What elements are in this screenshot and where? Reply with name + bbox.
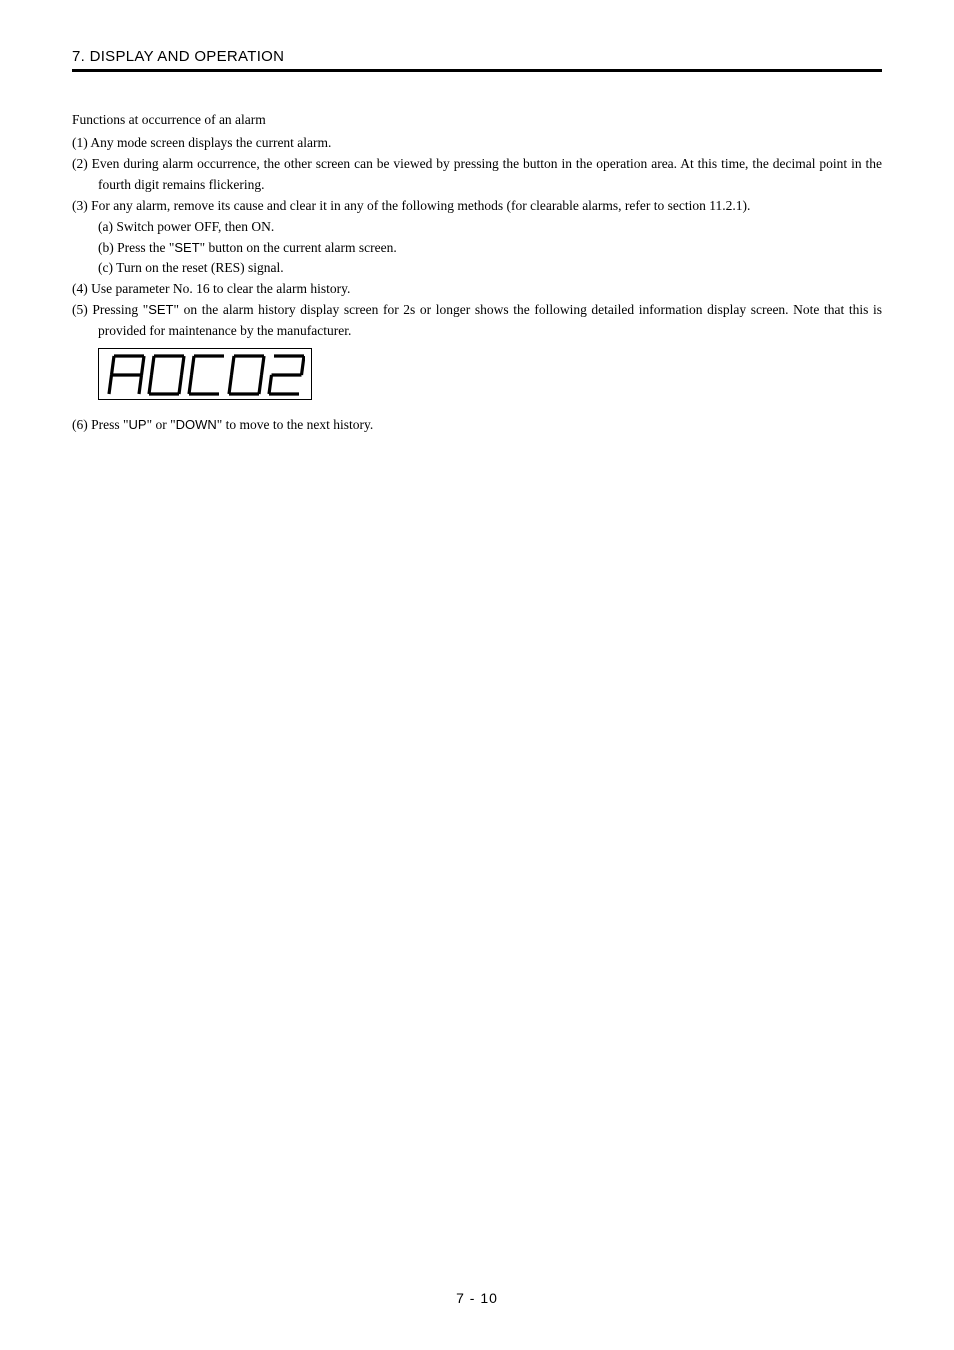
text: " button on the current alarm screen. (200, 240, 397, 255)
text: " to move to the next history. (217, 417, 374, 432)
section-header: 7. DISPLAY AND OPERATION (72, 48, 882, 72)
content-body: Functions at occurrence of an alarm (1) … (72, 110, 882, 436)
list-item-3a: (a) Switch power OFF, then ON. (72, 217, 882, 238)
text: (5) Pressing " (72, 302, 148, 317)
text: " on the alarm history display screen fo… (98, 302, 882, 338)
list-item-1: (1) Any mode screen displays the current… (72, 133, 882, 154)
subsection-heading: Functions at occurrence of an alarm (72, 110, 882, 131)
list-item-4: (4) Use parameter No. 16 to clear the al… (72, 279, 882, 300)
text: " or " (147, 417, 176, 432)
text: (6) Press " (72, 417, 129, 432)
list-item-3b: (b) Press the "SET" button on the curren… (72, 238, 882, 259)
button-label-up: UP (129, 417, 147, 432)
seg-svg-icon (105, 353, 305, 397)
button-label-set: SET (148, 302, 173, 317)
list-item-3c: (c) Turn on the reset (RES) signal. (72, 258, 882, 279)
text: (b) Press the " (98, 240, 174, 255)
page-number: 7 - 10 (0, 1290, 954, 1306)
seven-segment-display (98, 348, 312, 400)
button-label-set: SET (174, 240, 199, 255)
button-label-down: DOWN (176, 417, 217, 432)
list-item-5: (5) Pressing "SET" on the alarm history … (72, 300, 882, 342)
list-item-2: (2) Even during alarm occurrence, the ot… (72, 154, 882, 196)
list-item-6: (6) Press "UP" or "DOWN" to move to the … (72, 415, 882, 436)
list-item-3: (3) For any alarm, remove its cause and … (72, 196, 882, 217)
